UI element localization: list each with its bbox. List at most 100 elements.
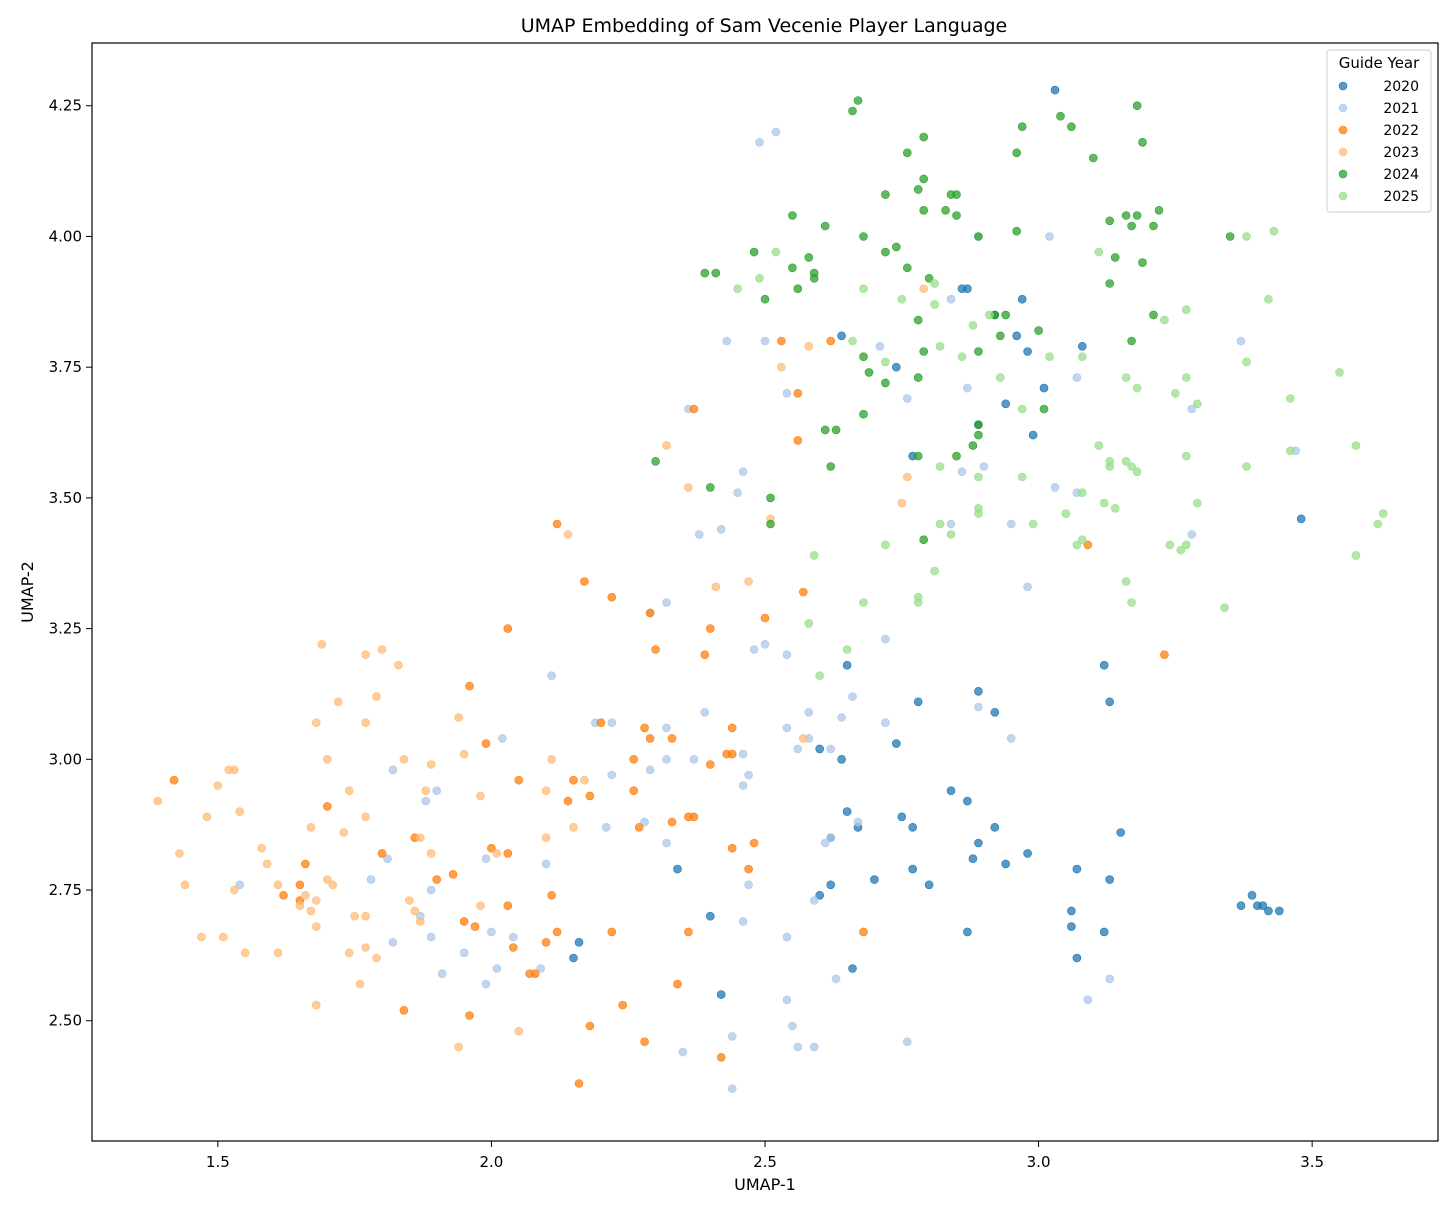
scatter-point <box>459 948 469 958</box>
scatter-point <box>848 692 857 701</box>
scatter-point <box>788 1021 797 1031</box>
scatter-point <box>891 242 901 252</box>
scatter-point <box>831 974 841 984</box>
scatter-point <box>1110 253 1120 262</box>
scatter-point <box>1045 352 1054 362</box>
scatter-point <box>1099 660 1109 670</box>
scatter-point <box>1028 519 1038 529</box>
scatter-point <box>1028 430 1038 440</box>
scatter-point <box>1160 315 1169 325</box>
scatter-point <box>974 472 983 482</box>
scatter-point <box>881 378 890 388</box>
scatter-point <box>1171 388 1180 398</box>
scatter-point <box>809 551 819 560</box>
scatter-point <box>946 519 956 529</box>
scatter-point <box>919 206 929 215</box>
scatter-point <box>1132 467 1142 477</box>
scatter-point <box>366 875 376 884</box>
scatter-point <box>273 880 283 890</box>
scatter-point <box>1160 650 1169 660</box>
scatter-point <box>826 462 836 471</box>
scatter-point <box>645 734 655 743</box>
scatter-point <box>1012 226 1022 236</box>
scatter-point <box>618 1000 628 1010</box>
scatter-point <box>404 896 414 905</box>
scatter-point <box>837 754 846 764</box>
scatter-point <box>1099 498 1109 508</box>
scatter-point <box>815 744 825 754</box>
scatter-point <box>831 425 841 435</box>
y-tick-label: 2.75 <box>49 881 82 899</box>
scatter-point <box>1078 535 1087 545</box>
scatter-point <box>662 754 671 764</box>
scatter-point <box>738 749 748 759</box>
scatter-point <box>891 362 901 372</box>
legend-label: 2024 <box>1383 167 1419 183</box>
scatter-point <box>919 535 929 545</box>
scatter-point <box>738 781 748 790</box>
scatter-point <box>1067 906 1076 916</box>
scatter-point <box>673 979 682 989</box>
scatter-point <box>744 577 753 586</box>
legend-marker <box>1338 169 1348 179</box>
scatter-point <box>974 702 983 712</box>
scatter-point <box>1017 472 1027 482</box>
scatter-point <box>1132 383 1142 393</box>
scatter-point <box>705 760 715 769</box>
scatter-point <box>1056 111 1065 121</box>
scatter-point <box>859 284 868 294</box>
scatter-point <box>481 739 491 748</box>
scatter-point <box>826 744 836 754</box>
x-tick-label: 3.5 <box>1300 1153 1324 1171</box>
scatter-point <box>1017 294 1027 304</box>
scatter-point <box>749 247 759 257</box>
scatter-point <box>322 875 332 884</box>
scatter-point <box>421 786 431 796</box>
scatter-point <box>1105 279 1114 288</box>
scatter-point <box>1006 519 1016 529</box>
scatter-point <box>580 577 589 586</box>
scatter-point <box>859 232 868 241</box>
scatter-point <box>974 838 983 848</box>
scatter-point <box>498 734 507 743</box>
scatter-point <box>547 754 556 764</box>
scatter-point <box>881 357 890 367</box>
scatter-point <box>766 519 775 529</box>
scatter-point <box>963 796 972 806</box>
scatter-point <box>744 864 753 874</box>
scatter-point <box>175 849 184 858</box>
scatter-point <box>361 812 370 822</box>
scatter-point <box>749 838 759 848</box>
scatter-point <box>372 953 381 963</box>
scatter-point <box>1335 368 1344 377</box>
scatter-point <box>1105 974 1114 984</box>
scatter-point <box>902 1037 912 1046</box>
scatter-point <box>859 409 868 419</box>
scatter-point <box>1121 456 1131 466</box>
scatter-point <box>421 796 431 806</box>
y-tick-label: 2.50 <box>49 1012 82 1030</box>
scatter-point <box>902 148 912 158</box>
scatter-point <box>957 467 967 477</box>
scatter-point <box>826 833 836 843</box>
scatter-point <box>804 619 814 628</box>
scatter-point <box>716 524 726 534</box>
scatter-point <box>1110 503 1120 513</box>
scatter-point <box>377 849 387 858</box>
scatter-point <box>946 786 956 796</box>
scatter-point <box>1138 138 1147 147</box>
scatter-point <box>596 718 606 728</box>
scatter-point <box>1225 232 1235 241</box>
legend-label: 2023 <box>1383 145 1419 161</box>
scatter-point <box>1176 545 1186 555</box>
scatter-point <box>640 723 649 733</box>
scatter-point <box>716 990 726 999</box>
scatter-point <box>859 927 868 937</box>
scatter-point <box>684 927 693 937</box>
scatter-point <box>607 927 617 937</box>
scatter-point <box>788 211 797 220</box>
scatter-point <box>727 723 737 733</box>
scatter-point <box>426 932 436 942</box>
y-tick-label: 3.00 <box>49 750 82 768</box>
scatter-point <box>1078 341 1087 351</box>
